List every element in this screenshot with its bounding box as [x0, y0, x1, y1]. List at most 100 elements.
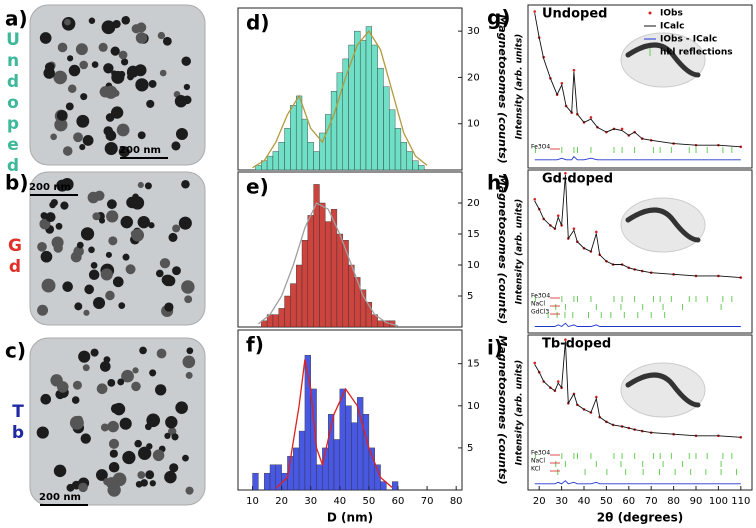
particle [73, 132, 83, 143]
calculated-line [534, 174, 741, 279]
sample-label: Undoped [3, 30, 23, 177]
particle [139, 346, 147, 355]
observed-point [564, 171, 567, 175]
particle [82, 364, 90, 372]
particle [156, 348, 167, 359]
bar [377, 67, 384, 171]
particle [120, 58, 129, 66]
particle [50, 133, 57, 141]
particle [40, 393, 52, 405]
y-tick-label: 15 [467, 229, 480, 240]
particle [172, 266, 181, 276]
observed-point [572, 227, 576, 230]
particle [118, 50, 128, 60]
particle [84, 284, 95, 295]
sample-label: Tb [8, 402, 28, 444]
y-axis-label: Intensity (arb. units) [515, 34, 525, 140]
particle [67, 84, 77, 94]
y-tick-label: 5 [467, 291, 473, 302]
x-tick-label: 70 [421, 496, 434, 507]
particle [185, 486, 194, 495]
particle [80, 93, 88, 101]
bar [307, 215, 314, 328]
particle [178, 216, 192, 230]
bar [313, 151, 320, 171]
x-tick-label: 20 [275, 496, 288, 507]
bar [272, 151, 279, 171]
bar [272, 314, 279, 328]
particle [155, 384, 167, 396]
particle [45, 212, 56, 223]
particle [91, 61, 99, 68]
x-tick-label: 50 [600, 496, 613, 507]
particle [137, 131, 146, 140]
bar [293, 447, 300, 491]
particle [98, 42, 108, 52]
panel-label: e) [246, 175, 269, 199]
tem-image [29, 337, 206, 506]
observed-point [560, 81, 564, 85]
y-tick-label: 15 [467, 359, 480, 370]
panel-label: g) [487, 6, 510, 30]
legend-label: ICalc [660, 22, 684, 32]
x-tick-label: 80 [667, 496, 680, 507]
bar [339, 388, 346, 491]
bar [348, 44, 355, 171]
particle [146, 99, 155, 109]
particle [110, 403, 121, 414]
particle [88, 246, 95, 254]
calculated-line [534, 13, 741, 148]
particle [93, 296, 106, 310]
particle [75, 43, 88, 56]
inset-image [620, 197, 706, 253]
bar [278, 308, 285, 328]
particle [145, 470, 155, 480]
particle [78, 350, 91, 363]
particle [157, 31, 166, 40]
panel-label: a) [5, 7, 28, 31]
particle [135, 78, 149, 92]
particle [101, 20, 116, 35]
particle [175, 401, 188, 415]
y-tick-label: 10 [467, 401, 480, 412]
particle [99, 361, 111, 372]
bar [307, 142, 314, 171]
particle [135, 32, 148, 44]
inset-rod [625, 42, 701, 78]
particle [105, 251, 112, 258]
particle [37, 242, 47, 252]
particle [74, 302, 83, 311]
particle [57, 42, 68, 53]
particle [109, 449, 118, 458]
x-tick-label: 40 [578, 496, 591, 507]
particle [72, 380, 82, 390]
phase-label: Fe3O4 [531, 293, 550, 300]
bar [284, 295, 291, 328]
particle [53, 464, 67, 478]
particle [125, 264, 136, 275]
particle [39, 218, 51, 230]
particle [116, 123, 130, 137]
particle [182, 95, 192, 105]
particle [100, 268, 113, 281]
particle [108, 461, 120, 473]
particle [146, 413, 161, 428]
observed-point [533, 198, 537, 201]
particle [96, 383, 108, 395]
y-axis-label: Magnetosomes (counts) [496, 335, 509, 484]
particle [82, 135, 94, 146]
bar [252, 472, 259, 491]
particle [103, 63, 114, 74]
bar [362, 414, 370, 491]
bar [412, 160, 419, 171]
bar [394, 128, 402, 171]
panel-label: d) [246, 11, 269, 35]
particle [162, 274, 174, 287]
bar [301, 118, 309, 171]
x-tick-label: 60 [392, 496, 405, 507]
particle [137, 446, 152, 460]
x-tick-label: 100 [709, 496, 728, 507]
particle [175, 128, 188, 141]
particle [106, 199, 117, 210]
difference-line [534, 480, 741, 485]
